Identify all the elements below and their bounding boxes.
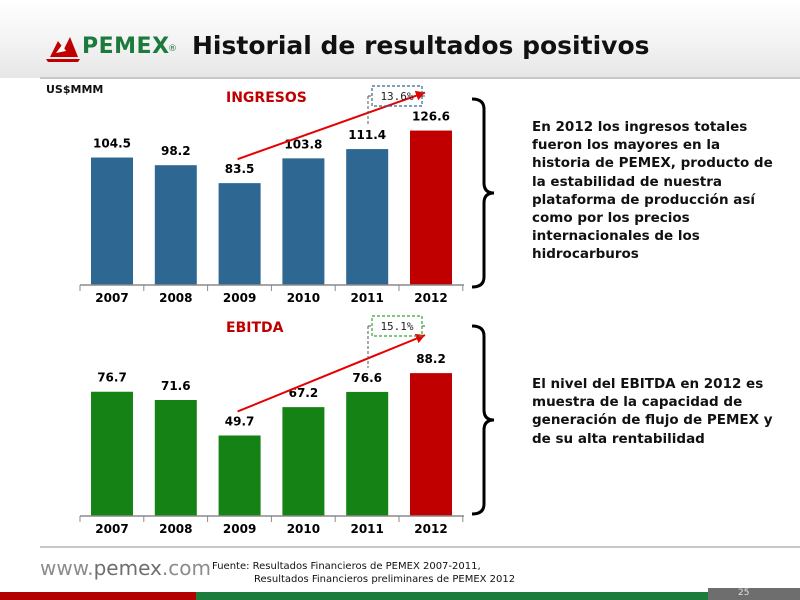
website-prefix: www. <box>40 556 94 580</box>
bar-2009 <box>218 435 261 516</box>
source-line-2: Resultados Financieros preliminares de P… <box>254 574 516 585</box>
x-tick-2011: 2011 <box>350 522 383 536</box>
slide-title: Historial de resultados positivos <box>192 31 650 60</box>
footer-band-red <box>0 592 196 600</box>
data-label-2010: 67.2 <box>289 386 319 400</box>
data-label-2011: 76.6 <box>352 371 382 385</box>
source-line-1: Fuente: Resultados Financieros de PEMEX … <box>212 561 481 572</box>
x-tick-2007: 2007 <box>95 291 128 305</box>
header-band <box>0 0 800 78</box>
data-label-2008: 98.2 <box>161 144 191 158</box>
footer-divider <box>40 546 800 548</box>
bar-2011 <box>346 149 389 285</box>
footer-band-gray <box>708 588 800 600</box>
ebitda-commentary: El nivel del EBITDA en 2012 es muestra d… <box>532 376 773 447</box>
bar-2012 <box>410 373 452 516</box>
footer-band-green <box>0 592 800 600</box>
data-label-2012: 88.2 <box>416 352 446 366</box>
source-note: Fuente: Resultados Financieros de PEMEX … <box>212 560 515 586</box>
title-divider <box>40 77 800 79</box>
website-brand: pemex <box>93 556 162 580</box>
x-tick-2008: 2008 <box>159 522 192 536</box>
unit-label: US$MMM <box>46 83 104 96</box>
bar-2009 <box>218 183 261 285</box>
data-label-2010: 103.8 <box>284 137 322 151</box>
bar-2007 <box>91 391 133 516</box>
bar-2010 <box>282 407 325 516</box>
data-label-2012: 126.6 <box>412 110 450 124</box>
data-label-2011: 111.4 <box>348 128 386 142</box>
ingresos-chart: INGRESOS 104.5 2007 98.2 2008 83.5 2009 103.8 20… <box>79 85 464 305</box>
ingresos-chart-title: INGRESOS <box>226 90 307 106</box>
website-suffix: .com <box>161 556 211 580</box>
ingresos-commentary: En 2012 los ingresos totales fueron los … <box>532 119 773 263</box>
bar-2010 <box>282 158 325 285</box>
bar-2011 <box>346 391 389 516</box>
trend-arrow-line <box>237 334 426 413</box>
growth-annotation-label: 15.1% <box>380 320 413 333</box>
bar-2008 <box>154 165 197 285</box>
registered-mark: ® <box>168 44 177 54</box>
ingresos-brace-icon <box>471 97 495 289</box>
ebitda-chart-title: EBITDA <box>226 320 284 336</box>
x-tick-2010: 2010 <box>287 291 320 305</box>
x-tick-2009: 2009 <box>223 291 256 305</box>
pemex-logo-icon <box>46 37 80 62</box>
x-tick-2012: 2012 <box>414 291 447 305</box>
ebitda-brace-icon <box>471 324 495 516</box>
x-tick-2007: 2007 <box>95 522 128 536</box>
x-tick-2010: 2010 <box>287 522 320 536</box>
bar-2008 <box>154 400 197 516</box>
x-tick-2008: 2008 <box>159 291 192 305</box>
data-label-2008: 71.6 <box>161 379 191 393</box>
growth-annotation-label: 13.6% <box>380 90 413 103</box>
page-number: 25 <box>738 588 750 598</box>
trend-arrowhead-icon <box>414 333 425 344</box>
website-link[interactable]: www.pemex.com <box>40 556 211 580</box>
x-tick-2011: 2011 <box>350 291 383 305</box>
data-label-2009: 49.7 <box>225 414 255 428</box>
x-tick-2009: 2009 <box>223 522 256 536</box>
brand-wordmark: PEMEX <box>82 34 170 59</box>
bar-2012 <box>410 130 452 285</box>
data-label-2009: 83.5 <box>225 162 255 176</box>
data-label-2007: 104.5 <box>93 137 131 151</box>
bar-2007 <box>91 157 133 285</box>
ebitda-chart: EBITDA 76.7 2007 71.6 2008 49.7 2009 67.2 2010 76… <box>79 315 464 536</box>
x-tick-2012: 2012 <box>414 522 447 536</box>
data-label-2007: 76.7 <box>97 371 127 385</box>
trend-arrow-line <box>237 91 426 161</box>
